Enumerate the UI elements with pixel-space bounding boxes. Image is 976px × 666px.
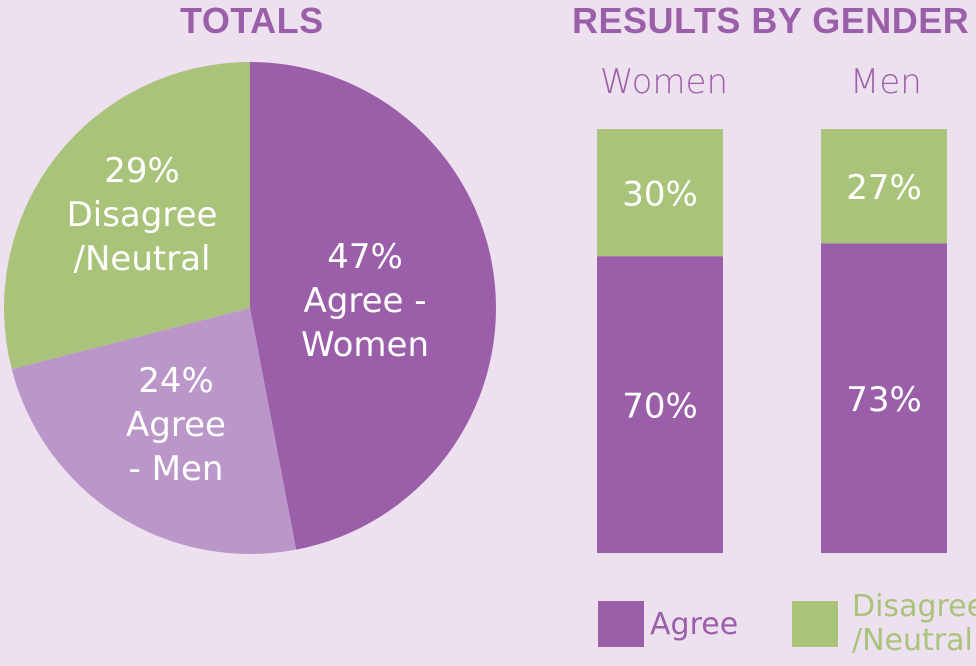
- pie-label-2: 29% Disagree/Neutral: [67, 151, 218, 279]
- legend-swatch-disagree: [792, 601, 838, 647]
- bar-chart-title: RESULTS BY GENDER: [572, 0, 970, 41]
- pie-label-0: 47% Agree -Women: [301, 237, 429, 365]
- bar-men-disagree: [821, 129, 947, 244]
- bar-women-agree: [597, 256, 723, 553]
- bar-label-women-agree: 70%: [622, 387, 698, 427]
- legend-label-agree: Agree: [650, 607, 739, 642]
- category-label-women: Women: [600, 62, 729, 102]
- legend-label-disagree-line: Disagree: [852, 589, 976, 624]
- bar-label-women-disagree: 30%: [622, 175, 698, 215]
- bar-women-disagree: [597, 129, 723, 257]
- pie-slice-1: [11, 308, 297, 554]
- pie-label-1: 24% Agree - Men: [126, 361, 226, 489]
- category-label-men: Men: [850, 62, 922, 102]
- pie-chart-title: TOTALS: [180, 0, 324, 41]
- bar-men-agree: [821, 243, 947, 554]
- bar-label-men-agree: 73%: [846, 380, 922, 420]
- legend-label-disagree-line: /Neutral: [852, 623, 973, 658]
- legend-swatch-agree: [598, 601, 644, 647]
- legend-label-disagree: Disagree/Neutral: [852, 590, 976, 658]
- pie-slice-0: [250, 62, 496, 550]
- bar-label-men-disagree: 27%: [846, 168, 922, 208]
- pie-slice-2: [4, 62, 250, 370]
